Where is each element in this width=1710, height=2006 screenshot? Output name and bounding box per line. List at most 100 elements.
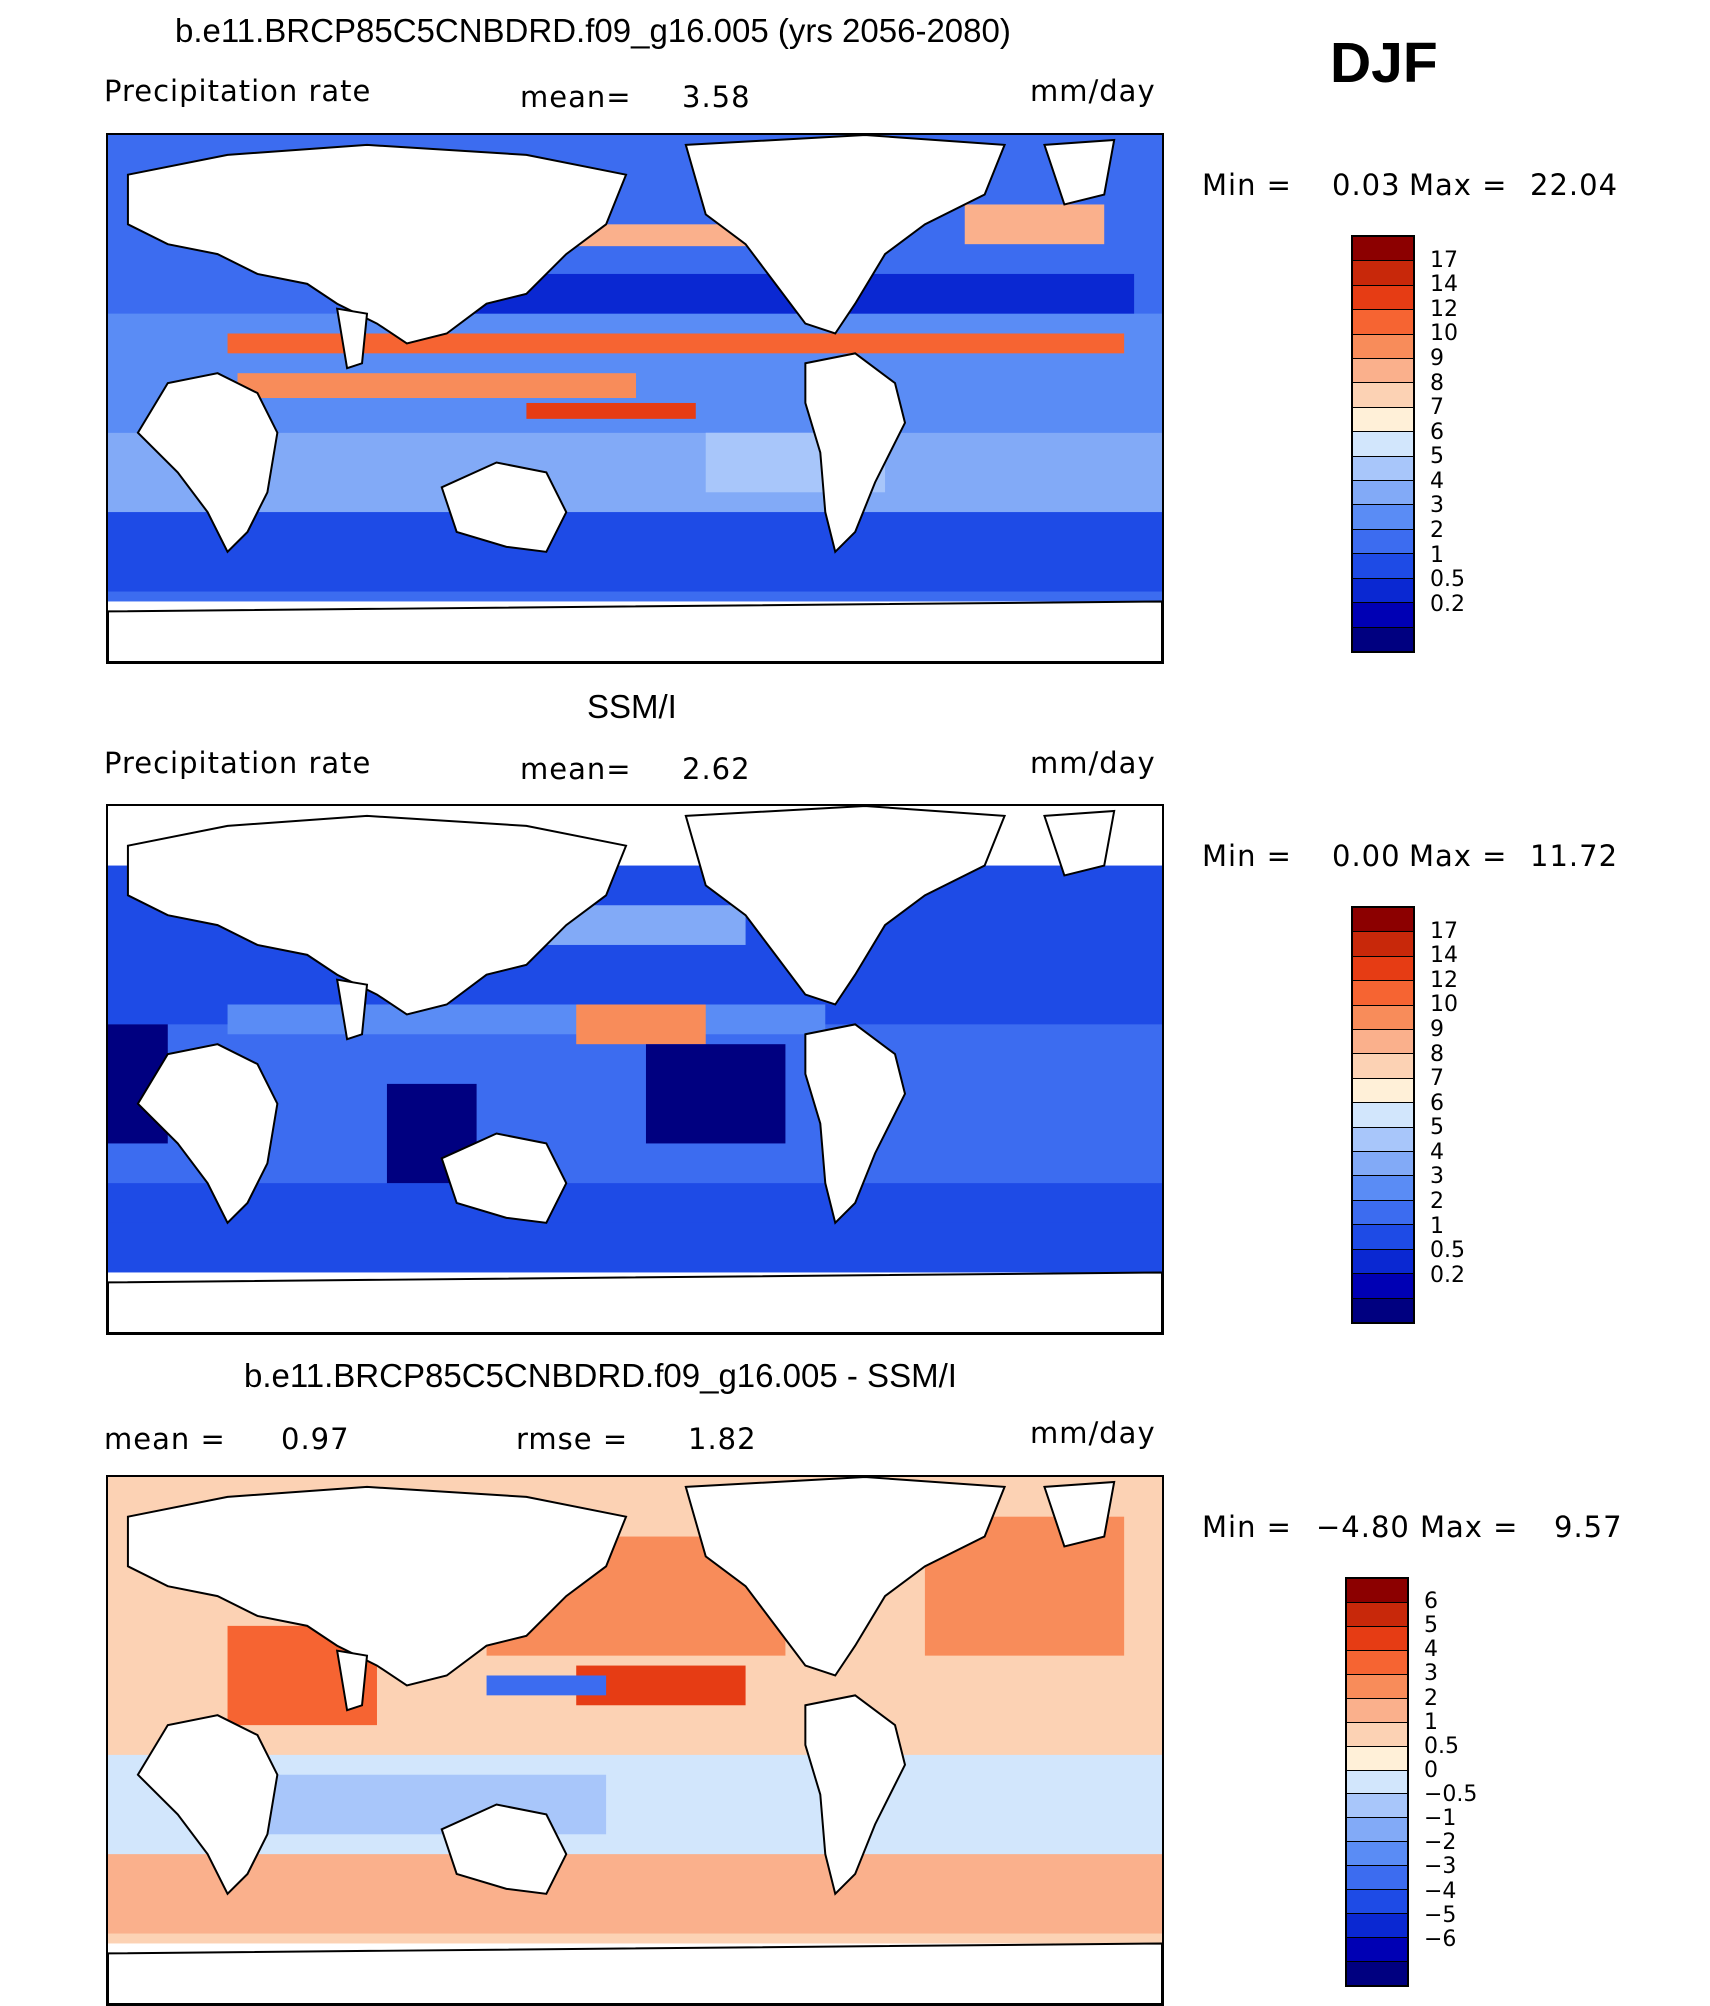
continent-outline — [804, 1694, 907, 1896]
continent-outline — [335, 978, 369, 1041]
field-band — [526, 402, 696, 419]
panel-3-min-label: Min = — [1202, 1510, 1292, 1544]
field-band — [108, 1854, 1162, 1934]
colorbar-swatch — [1347, 1818, 1407, 1843]
panel-3-map — [106, 1475, 1164, 2006]
continent-outline — [440, 1803, 568, 1895]
panel-1-min-label: Min = — [1202, 168, 1292, 202]
colorbar-swatch — [1347, 1674, 1407, 1699]
colorbar-tick-label: −6 — [1424, 1926, 1457, 1952]
continent-outline — [1043, 138, 1116, 206]
panel-3-max-label: Max = — [1420, 1510, 1519, 1544]
panel-1-colorbar — [1351, 235, 1415, 653]
colorbar-swatch — [1353, 1054, 1413, 1079]
colorbar-swatch — [1353, 1005, 1413, 1031]
field-band — [227, 1004, 826, 1035]
colorbar-tick-label: 6 — [1430, 419, 1444, 445]
colorbar-tick-label: −1 — [1424, 1806, 1457, 1832]
continent-outline — [136, 1714, 279, 1896]
colorbar-swatch — [1347, 1794, 1407, 1819]
continent-outline — [126, 143, 628, 345]
colorbar-tick-label: 3 — [1430, 493, 1444, 519]
colorbar-swatch — [1347, 1722, 1407, 1747]
colorbar-tick-label: 17 — [1430, 247, 1458, 273]
panel-2-title: SSM/I — [587, 688, 677, 725]
field-band — [486, 1675, 607, 1696]
colorbar-tick-label: 9 — [1430, 1016, 1444, 1042]
colorbar-swatch — [1353, 432, 1413, 457]
colorbar-tick-label: 12 — [1430, 296, 1458, 322]
panel-1-max-value: 22.04 — [1530, 168, 1619, 202]
panel-1-units: mm/day — [1030, 74, 1156, 108]
continent-outline — [1043, 1480, 1116, 1548]
colorbar-tick-label: −0.5 — [1424, 1782, 1478, 1808]
continent-outline — [684, 806, 1007, 1006]
panel-1-map — [106, 133, 1164, 664]
field-band — [108, 1222, 1162, 1273]
panel-2-units: mm/day — [1030, 746, 1156, 780]
colorbar-swatch — [1353, 908, 1413, 933]
colorbar-tick-label: 2 — [1430, 518, 1444, 544]
panel-1-title: b.e11.BRCP85C5CNBDRD.f09_g16.005 (yrs 20… — [175, 12, 1011, 49]
colorbar-swatch — [1353, 1298, 1413, 1322]
colorbar-tick-label: 0.2 — [1430, 1262, 1465, 1288]
colorbar-swatch — [1353, 1249, 1413, 1275]
colorbar-swatch — [1353, 981, 1413, 1006]
continent-outline — [684, 1477, 1007, 1677]
colorbar-tick-label: 2 — [1430, 1189, 1444, 1215]
panel-1-min-value: 0.03 — [1332, 168, 1401, 202]
colorbar-swatch — [1353, 554, 1413, 579]
panel-2-min-value: 0.00 — [1332, 839, 1401, 873]
colorbar-tick-label: −5 — [1424, 1902, 1457, 1928]
colorbar-swatch — [1353, 285, 1413, 311]
colorbar-tick-label: 3 — [1430, 1164, 1444, 1190]
colorbar-tick-label: 14 — [1430, 272, 1458, 298]
panel-3-map-svg — [108, 1477, 1162, 2004]
colorbar-swatch — [1347, 1914, 1407, 1939]
field-band — [576, 1004, 706, 1045]
colorbar-tick-label: 1 — [1430, 542, 1444, 568]
colorbar-tick-label: 5 — [1424, 1613, 1438, 1639]
panel-2-max-value: 11.72 — [1530, 839, 1619, 873]
continent-outline — [108, 600, 1162, 662]
colorbar-swatch — [1347, 1579, 1407, 1603]
colorbar-swatch — [1347, 1770, 1407, 1795]
colorbar-swatch — [1353, 481, 1413, 506]
colorbar-swatch — [1353, 456, 1413, 482]
colorbar-swatch — [1347, 1962, 1407, 1985]
panel-3-rmse-value: 1.82 — [688, 1422, 757, 1456]
panel-2-mean-value: 2.62 — [682, 752, 751, 786]
continent-outline — [804, 1023, 907, 1225]
colorbar-tick-label: 4 — [1430, 1139, 1444, 1165]
colorbar-swatch — [1353, 603, 1413, 628]
colorbar-tick-label: 1 — [1430, 1213, 1444, 1239]
colorbar-swatch — [1353, 1152, 1413, 1177]
colorbar-tick-label: 0 — [1424, 1757, 1438, 1783]
continent-outline — [335, 1649, 369, 1712]
continent-outline — [136, 372, 279, 554]
field-band — [227, 333, 1125, 354]
colorbar-swatch — [1353, 1225, 1413, 1250]
colorbar-swatch — [1353, 261, 1413, 286]
colorbar-tick-label: 5 — [1430, 444, 1444, 470]
continent-outline — [126, 1485, 628, 1687]
colorbar-swatch — [1347, 1698, 1407, 1723]
panel-3-units: mm/day — [1030, 1416, 1156, 1450]
colorbar-swatch — [1353, 932, 1413, 957]
continent-outline — [804, 352, 907, 554]
field-band — [645, 1044, 786, 1144]
continent-outline — [1043, 809, 1116, 877]
colorbar-swatch — [1353, 1200, 1413, 1226]
panel-3-min-value: −4.80 — [1316, 1510, 1410, 1544]
colorbar-swatch — [1353, 578, 1413, 604]
colorbar-tick-label: 10 — [1430, 321, 1458, 347]
continent-outline — [684, 135, 1007, 335]
colorbar-tick-label: 8 — [1430, 1041, 1444, 1067]
continent-outline — [126, 814, 628, 1016]
colorbar-swatch — [1347, 1866, 1407, 1891]
colorbar-swatch — [1353, 1078, 1413, 1104]
colorbar-swatch — [1347, 1842, 1407, 1867]
colorbar-swatch — [1347, 1626, 1407, 1651]
colorbar-swatch — [1353, 237, 1413, 262]
panel-1-map-svg — [108, 135, 1162, 662]
